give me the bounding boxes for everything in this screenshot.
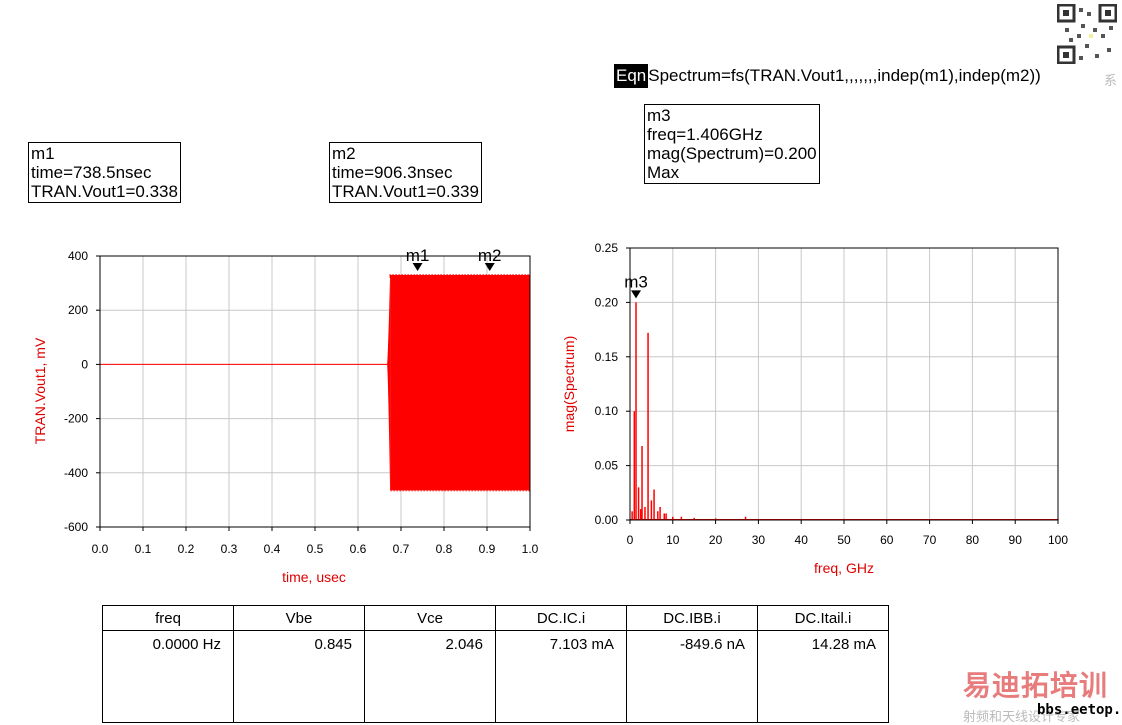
y-tick-label: -400 [64, 466, 88, 480]
y-tick-label: 0.20 [595, 295, 619, 309]
equation-line[interactable]: Eqn Spectrum=fs(TRAN.Vout1,,,,,,,indep(m1… [614, 64, 1041, 88]
x-tick-label: 20 [709, 533, 723, 547]
marker-value: TRAN.Vout1=0.338 [31, 182, 178, 201]
watermark-logo: 易迪拓培训 射频和天线设计专家 [963, 664, 1108, 725]
x-tick-label: 0.7 [393, 542, 410, 556]
watermark-side-char: 系 [1104, 73, 1118, 88]
trace-oscillation [390, 274, 530, 491]
x-tick-label: 0.4 [264, 542, 281, 556]
x-tick-label: 30 [752, 533, 766, 547]
col-header-ibb: DC.IBB.i [626, 605, 758, 631]
y-tick-label: 200 [68, 303, 88, 317]
col-header-vbe: Vbe [233, 605, 365, 631]
marker-m3-readout[interactable]: m3 freq=1.406GHz mag(Spectrum)=0.200 Max [644, 104, 820, 184]
x-tick-label: 0.1 [135, 542, 152, 556]
x-tick-label: 0.2 [178, 542, 195, 556]
marker-m2-readout[interactable]: m2 time=906.3nsec TRAN.Vout1=0.339 [329, 142, 482, 203]
marker-m1-readout[interactable]: m1 time=738.5nsec TRAN.Vout1=0.338 [28, 142, 181, 203]
cell-freq: 0.0000 Hz [102, 630, 234, 723]
x-tick-label: 100 [1048, 533, 1068, 547]
cell-ibb: -849.6 nA [626, 630, 758, 723]
marker-time: time=738.5nsec [31, 163, 152, 182]
marker-m1-triangle[interactable] [412, 263, 423, 271]
x-tick-label: 90 [1009, 533, 1023, 547]
table-row: 0.0000 Hz 0.845 2.046 7.103 mA -849.6 nA… [102, 630, 889, 723]
marker-value: TRAN.Vout1=0.339 [332, 182, 479, 201]
marker-mag: mag(Spectrum)=0.200 [647, 144, 817, 163]
watermark-url: bbs.eetop.cn [1037, 702, 1122, 718]
marker-m3-label: m3 [624, 272, 648, 291]
x-tick-label: 0.5 [307, 542, 324, 556]
watermark-main-text: 易迪拓培训 [963, 670, 1109, 701]
spectrum-chart[interactable]: 0 10 20 30 40 50 60 70 80 90 1000.250.200.150.100.… [0, 0, 1122, 600]
x-tick-label: 80 [966, 533, 980, 547]
marker-m2-label: m2 [478, 246, 502, 265]
marker-time: time=906.3nsec [332, 163, 453, 182]
marker-name: m2 [332, 144, 356, 163]
x-tick-label: 0 [627, 533, 634, 547]
trace-onset [387, 274, 391, 491]
y-axis-label: mag(Spectrum) [561, 336, 577, 432]
marker-freq: freq=1.406GHz [647, 125, 763, 144]
x-tick-label: 0.3 [221, 542, 238, 556]
y-tick-label: 0.15 [595, 350, 619, 364]
y-tick-label: 400 [68, 249, 88, 263]
y-tick-label: -200 [64, 412, 88, 426]
cell-vce: 2.046 [364, 630, 496, 723]
x-tick-label: 0.9 [479, 542, 496, 556]
x-tick-label: 0.6 [350, 542, 367, 556]
cell-itail: 14.28 mA [757, 630, 889, 723]
x-tick-label: 50 [837, 533, 851, 547]
cell-vbe: 0.845 [233, 630, 365, 723]
dc-results-table: freq Vbe Vce DC.IC.i DC.IBB.i DC.Itail.i… [102, 605, 889, 723]
watermark-sub-text: 射频和天线设计专家 [963, 709, 1081, 724]
equation-text: Spectrum=fs(TRAN.Vout1,,,,,,,indep(m1),i… [648, 66, 1041, 85]
col-header-itail: DC.Itail.i [757, 605, 889, 631]
x-tick-label: 10 [666, 533, 680, 547]
y-axis-label: TRAN.Vout1, mV [32, 337, 48, 444]
y-tick-label: 0.25 [595, 241, 619, 255]
cell-ic: 7.103 mA [495, 630, 627, 723]
marker-m1-label: m1 [406, 246, 430, 265]
time-domain-chart[interactable]: 0.0 0.1 0.2 0.3 0.4 0.5 0.6 0.7 0.8 0.9 1.04002000… [0, 0, 1122, 600]
x-axis-label: freq, GHz [814, 560, 874, 576]
marker-name: m1 [31, 144, 55, 163]
x-tick-label: 0.0 [92, 542, 109, 556]
equation-tag: Eqn [614, 64, 649, 88]
marker-m2-triangle[interactable] [484, 263, 495, 271]
y-tick-label: 0.00 [595, 513, 619, 527]
marker-type: Max [647, 163, 680, 182]
x-tick-label: 60 [880, 533, 894, 547]
x-tick-label: 40 [795, 533, 809, 547]
col-header-freq: freq [102, 605, 234, 631]
y-tick-label: 0.10 [595, 404, 619, 418]
y-tick-label: 0 [81, 357, 88, 371]
y-tick-label: -600 [64, 520, 88, 534]
x-tick-label: 0.8 [436, 542, 453, 556]
marker-m3-triangle[interactable] [631, 290, 642, 299]
x-tick-label: 70 [923, 533, 937, 547]
x-axis-label: time, usec [282, 569, 346, 585]
marker-name: m3 [647, 106, 671, 125]
y-tick-label: 0.05 [595, 459, 619, 473]
col-header-vce: Vce [364, 605, 496, 631]
col-header-ic: DC.IC.i [495, 605, 627, 631]
x-tick-label: 1.0 [522, 542, 539, 556]
qr-code-image [1056, 3, 1118, 69]
